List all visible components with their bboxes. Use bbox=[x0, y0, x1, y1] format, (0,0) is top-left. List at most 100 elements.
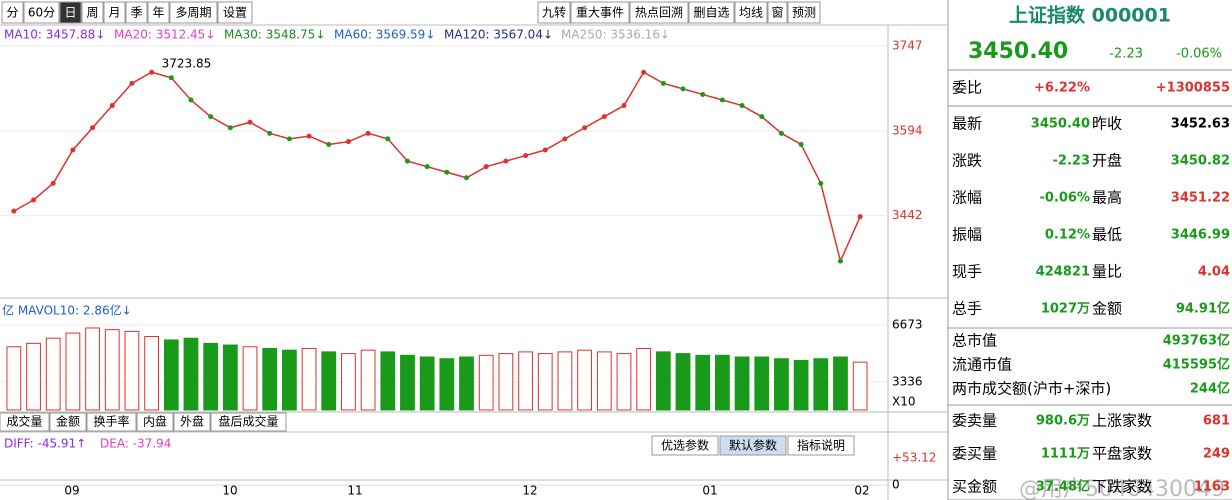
value: 244亿 bbox=[1190, 381, 1230, 397]
volume-bar bbox=[518, 351, 533, 411]
macd-top: +53.12 bbox=[892, 451, 936, 465]
price-point bbox=[680, 86, 686, 92]
volume-bar bbox=[281, 349, 297, 411]
price-point bbox=[424, 164, 430, 170]
toolbar-button[interactable] bbox=[81, 1, 104, 24]
price-point bbox=[129, 80, 135, 86]
label: 平盘家数 bbox=[1092, 445, 1152, 463]
macd-button[interactable] bbox=[719, 435, 787, 456]
volume-bar bbox=[734, 356, 750, 411]
value: 0.12% bbox=[1045, 228, 1090, 243]
tab[interactable] bbox=[49, 412, 87, 432]
volume-bar bbox=[459, 356, 474, 411]
toolbar-button[interactable] bbox=[147, 1, 170, 24]
toolbar-button[interactable] bbox=[688, 1, 735, 24]
volume-bar bbox=[833, 356, 848, 411]
value: 4.04 bbox=[1198, 265, 1230, 280]
label: 振幅 bbox=[952, 226, 982, 244]
value: 3450.40 bbox=[1031, 117, 1090, 132]
x-label: 09 bbox=[64, 484, 79, 498]
volume-bar bbox=[813, 358, 829, 411]
value: -2.23 bbox=[1053, 154, 1090, 169]
ma-label: MA10: 3457.88↓ bbox=[4, 28, 105, 42]
price-point bbox=[188, 97, 194, 103]
volume-bar bbox=[341, 353, 356, 411]
volume-bar bbox=[183, 337, 199, 411]
volume-bar bbox=[242, 346, 258, 411]
price-point bbox=[621, 103, 627, 109]
value: 249 bbox=[1203, 447, 1230, 462]
toolbar-button[interactable] bbox=[23, 1, 60, 24]
price-point bbox=[483, 164, 489, 170]
toolbar-button[interactable] bbox=[537, 1, 571, 24]
tab-label: 外盘 bbox=[180, 414, 204, 429]
volume-bar bbox=[124, 330, 140, 411]
price-point bbox=[208, 114, 214, 120]
volume-bar bbox=[104, 329, 120, 411]
label: 流通市值 bbox=[952, 356, 1012, 374]
value: 415595亿 bbox=[1163, 357, 1230, 373]
tab[interactable] bbox=[210, 412, 287, 432]
tab[interactable] bbox=[173, 412, 211, 432]
toolbar-button[interactable] bbox=[1, 1, 24, 24]
value: 94.91亿 bbox=[1176, 301, 1230, 317]
volume-bar bbox=[321, 351, 337, 411]
price-point bbox=[345, 139, 351, 145]
macd-diff: DIFF: -45.91↑ bbox=[4, 437, 86, 451]
ma-label: MA250: 3536.16↓ bbox=[561, 28, 670, 42]
label: 委买量 bbox=[952, 445, 997, 463]
toolbar-button[interactable] bbox=[217, 1, 253, 24]
tab[interactable] bbox=[86, 412, 137, 432]
macd-button[interactable] bbox=[787, 435, 855, 456]
volume-bar bbox=[557, 351, 573, 411]
toolbar-button[interactable] bbox=[734, 1, 768, 24]
price-point bbox=[798, 141, 804, 147]
price-point bbox=[444, 169, 450, 175]
macd-button[interactable] bbox=[651, 435, 719, 456]
volume-bar bbox=[655, 351, 671, 411]
value: 3446.99 bbox=[1171, 228, 1230, 243]
toolbar-button[interactable] bbox=[787, 1, 821, 24]
toolbar-label: 年 bbox=[152, 6, 164, 20]
price-point bbox=[601, 114, 607, 120]
label: 最新 bbox=[952, 115, 982, 133]
toolbar-button[interactable] bbox=[629, 1, 689, 24]
volume-bar bbox=[6, 346, 22, 411]
toolbar-button[interactable] bbox=[103, 1, 126, 24]
price-point bbox=[50, 180, 56, 186]
price-point bbox=[385, 136, 391, 142]
value: 1027万 bbox=[1041, 302, 1090, 317]
price-point bbox=[365, 130, 371, 136]
quote-price: 3450.40 bbox=[968, 39, 1068, 64]
price-point bbox=[149, 69, 155, 75]
price-point bbox=[70, 147, 76, 153]
label: 上涨家数 bbox=[1092, 412, 1152, 430]
price-point bbox=[719, 97, 725, 103]
tab-label: 成交量 bbox=[6, 414, 42, 429]
macd-button-label: 默认参数 bbox=[729, 438, 777, 453]
price-point bbox=[818, 180, 824, 186]
toolbar-button[interactable] bbox=[767, 1, 788, 24]
toolbar-label: 均线 bbox=[739, 6, 763, 20]
toolbar-button[interactable] bbox=[169, 1, 218, 24]
label: 昨收 bbox=[1092, 115, 1122, 133]
value: -0.06% bbox=[1040, 191, 1091, 206]
tab[interactable] bbox=[136, 412, 174, 432]
toolbar-button[interactable] bbox=[59, 1, 82, 24]
x-label: 10 bbox=[222, 484, 237, 498]
price-point bbox=[837, 258, 843, 264]
ma-label: MA20: 3512.45↓ bbox=[114, 28, 215, 42]
value: 3450.82 bbox=[1171, 154, 1230, 169]
tab[interactable] bbox=[0, 412, 50, 432]
volume-bar bbox=[65, 332, 81, 411]
toolbar-button[interactable] bbox=[125, 1, 148, 24]
label: 总市值 bbox=[952, 332, 997, 350]
toolbar-button[interactable] bbox=[570, 1, 630, 24]
y-tick-label: 3442 bbox=[892, 208, 923, 222]
x-label: 02 bbox=[854, 484, 869, 498]
price-point bbox=[11, 208, 17, 214]
macd-dea: DEA: -37.94 bbox=[100, 437, 171, 451]
volume-unit: X10 bbox=[892, 395, 916, 409]
value: 1111万 bbox=[1041, 447, 1090, 462]
label: 最高 bbox=[1092, 189, 1122, 207]
